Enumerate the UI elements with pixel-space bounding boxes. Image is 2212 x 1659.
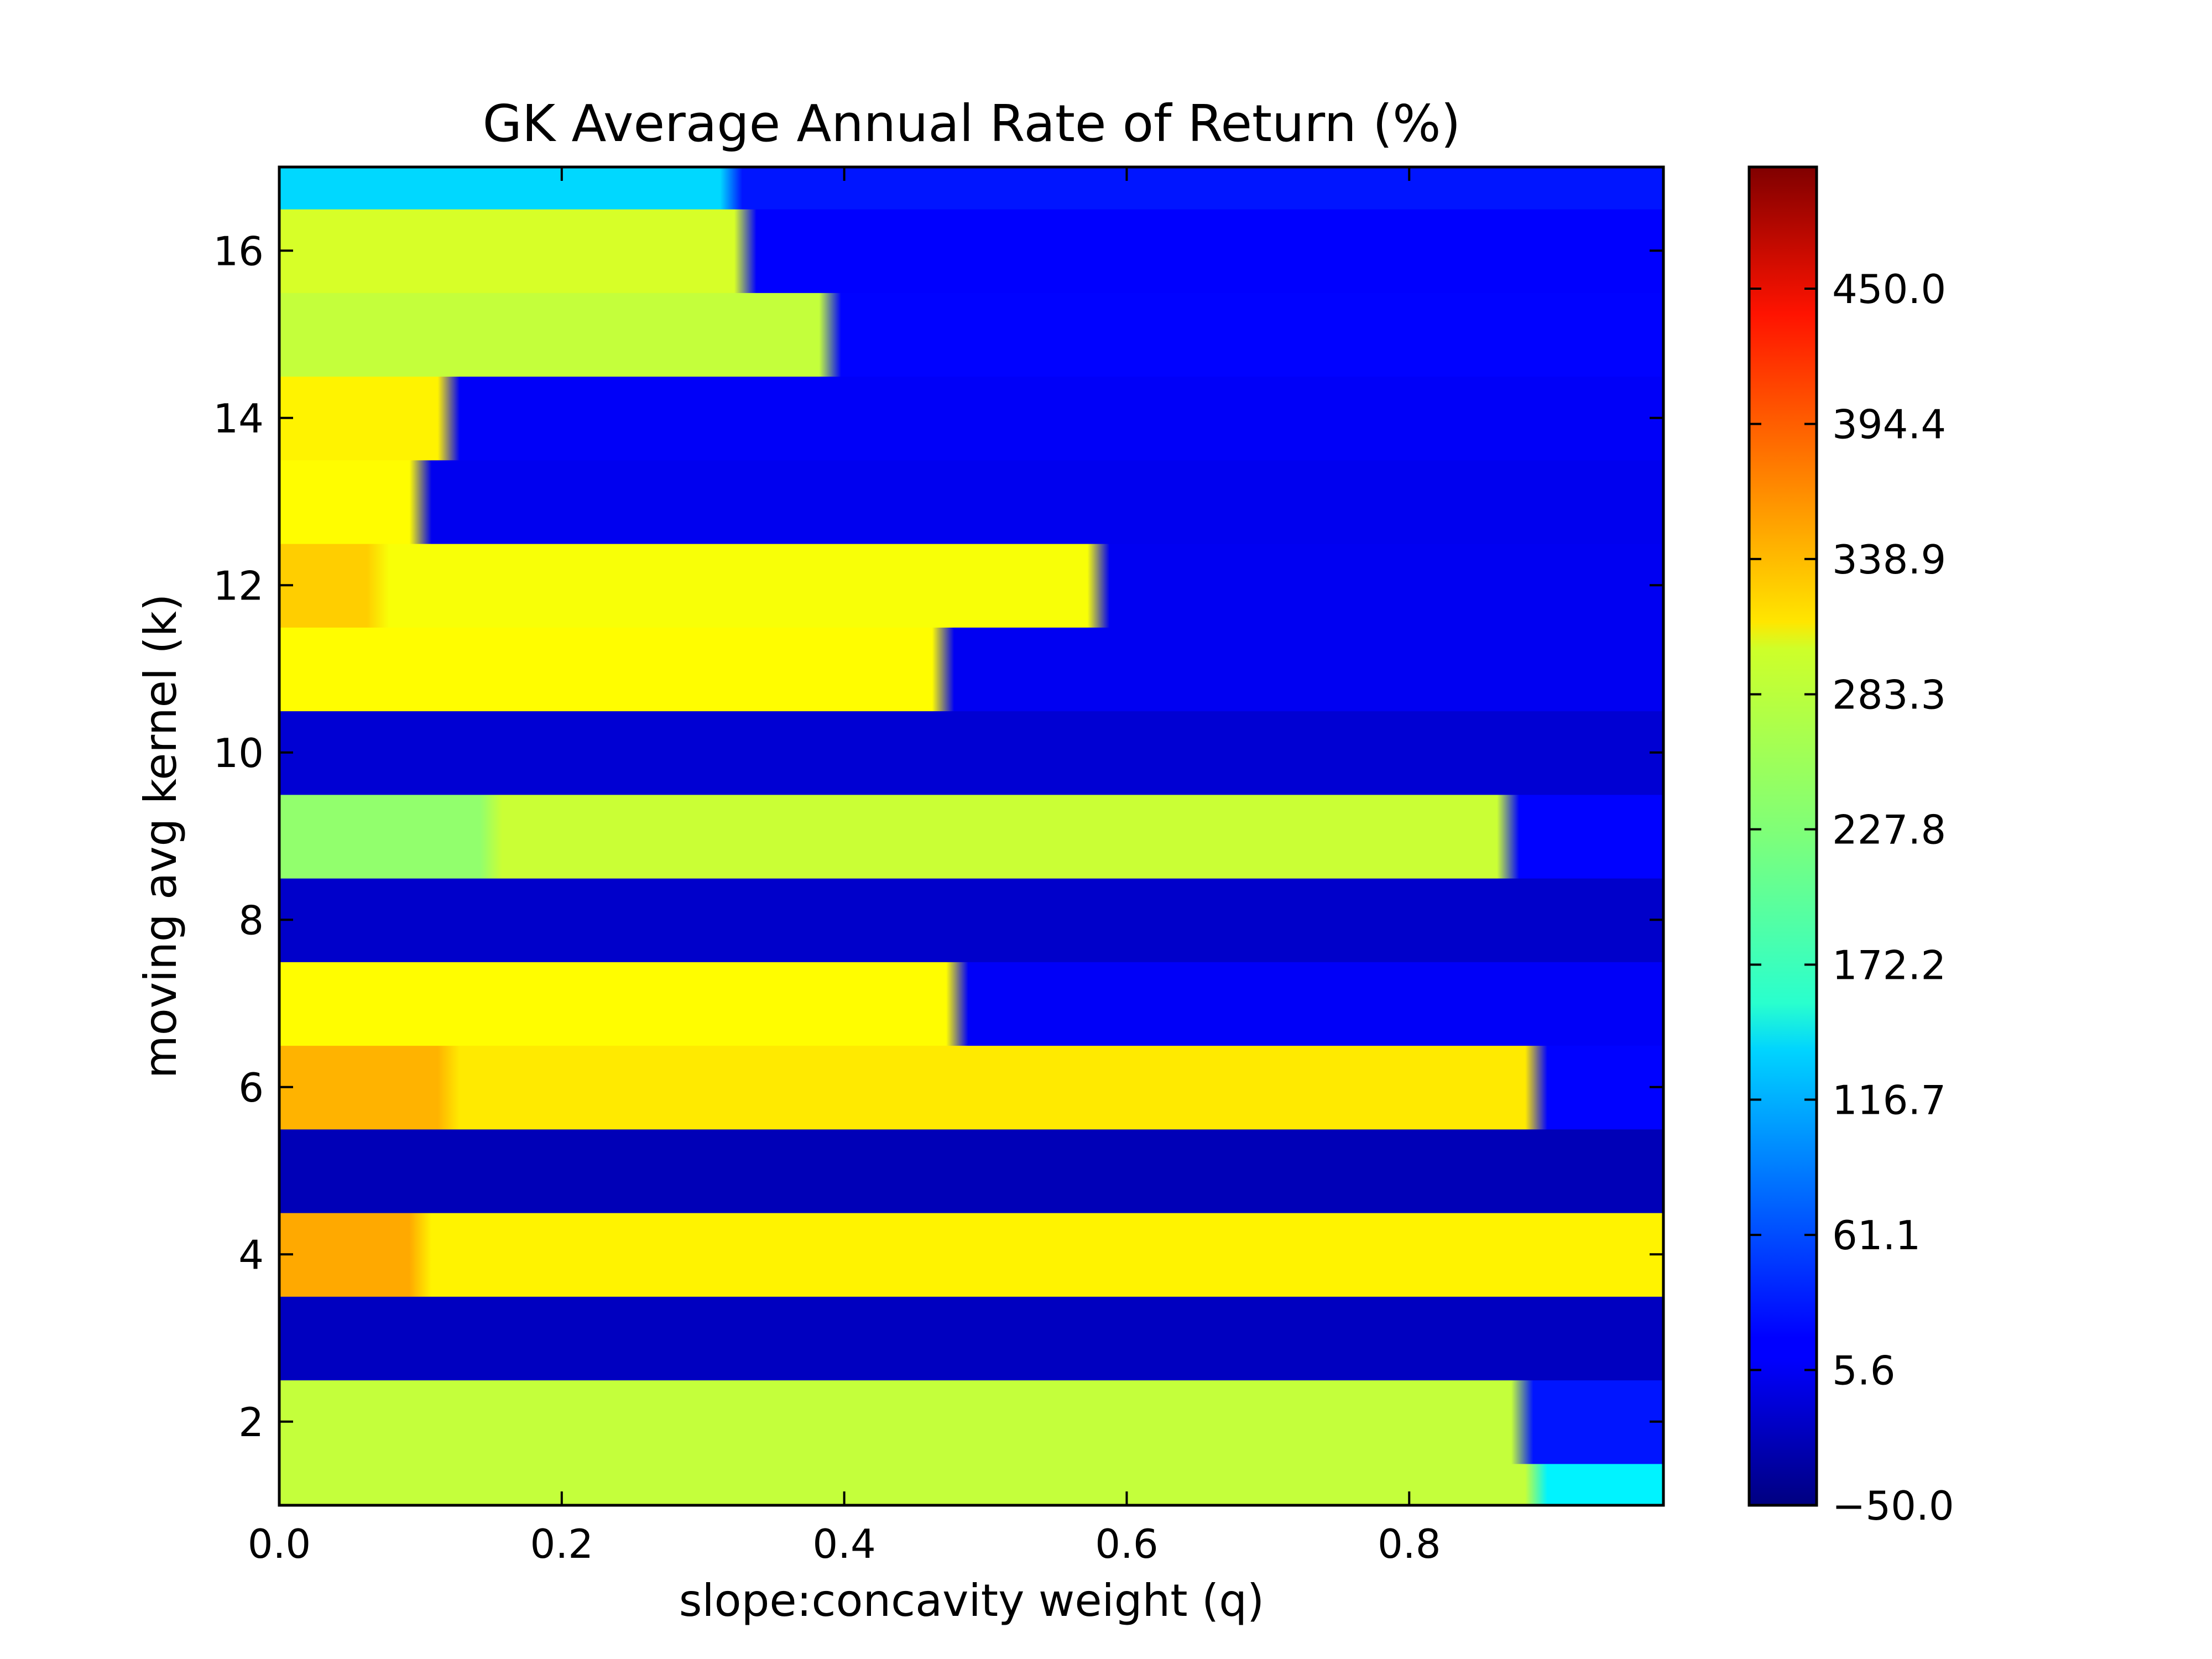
y-tick-label: 16 [213,228,264,274]
colorbar-tick-label: 227.8 [1832,807,1946,853]
colorbar-tick-label: 172.2 [1832,942,1946,988]
colorbar-tick-label: 61.1 [1832,1212,1921,1259]
x-tick-label: 0.2 [530,1521,594,1567]
y-tick-label: 4 [238,1232,264,1278]
heatmap-row-k1 [279,1463,1663,1505]
heatmap-row-k5 [279,1128,1663,1213]
y-axis: 2 4 6 8 10 12 14 16 [213,228,1663,1446]
y-tick-label: 12 [213,562,264,609]
x-axis-label: slope:concavity weight (q) [679,1575,1265,1626]
y-tick-label: 14 [213,395,264,442]
y-tick-label: 6 [238,1065,264,1111]
x-tick-label: 0.6 [1095,1521,1159,1567]
colorbar-tick-label: 338.9 [1832,536,1946,583]
x-tick-label: 0.4 [812,1521,876,1567]
heatmap-row-k4 [279,1212,1663,1297]
heatmap-row-k12 [279,542,1663,628]
heatmap-row-k17 [279,167,1663,210]
colorbar-ticks: −50.0 5.6 61.1 116.7 172.2 227.8 283.3 338.9 394… [1749,266,1954,1529]
plot-frame [278,165,1665,1507]
heatmap-row-k13 [279,459,1663,544]
heatmap-cells [279,167,1663,1505]
y-tick-label: 8 [238,897,264,943]
heatmap-row-k8 [279,877,1663,962]
chart-title: GK Average Annual Rate of Return (%) [483,94,1461,153]
heatmap-row-k9 [279,794,1663,879]
heatmap-row-k7 [279,961,1663,1046]
x-tick-label: 0.0 [248,1521,311,1567]
heatmap-row-k2 [279,1379,1663,1464]
heatmap-row-k11 [279,626,1663,712]
y-axis-label: moving avg kernel (k) [135,594,186,1078]
y-tick-label: 2 [238,1399,264,1446]
colorbar [1747,165,1818,1507]
heatmap-row-k6 [279,1045,1663,1130]
colorbar-tick-label: −50.0 [1832,1483,1954,1529]
colorbar-tick-label: 283.3 [1832,671,1946,718]
heatmap-row-k16 [279,208,1663,293]
x-tick-label: 0.8 [1378,1521,1441,1567]
colorbar-tick-label: 5.6 [1832,1347,1896,1394]
heatmap-row-k15 [279,291,1663,377]
heatmap-row-k14 [279,375,1663,461]
colorbar-tick-label: 116.7 [1832,1077,1946,1124]
x-axis: 0.0 0.2 0.4 0.6 0.8 [248,167,1441,1567]
heatmap-row-k3 [279,1295,1663,1381]
colorbar-tick-label: 394.4 [1832,401,1946,448]
heatmap-row-k10 [279,710,1663,795]
y-tick-label: 10 [213,730,264,776]
colorbar-tick-label: 450.0 [1832,266,1946,312]
